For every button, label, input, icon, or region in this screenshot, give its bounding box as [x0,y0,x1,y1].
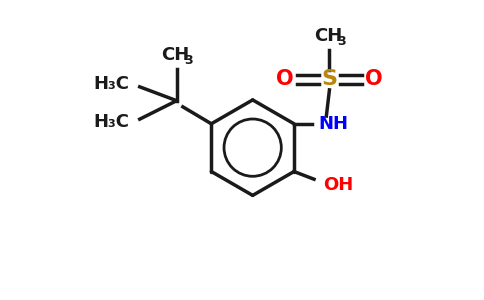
Text: H₃C: H₃C [93,113,129,131]
Text: CH: CH [161,46,189,64]
Text: CH: CH [314,27,342,45]
Text: 3: 3 [185,54,193,67]
Text: OH: OH [323,176,353,194]
Text: O: O [365,69,383,89]
Text: O: O [276,69,294,89]
Text: 3: 3 [337,35,346,48]
Text: S: S [321,69,337,89]
Text: NH: NH [318,115,348,133]
Text: H₃C: H₃C [93,75,129,93]
